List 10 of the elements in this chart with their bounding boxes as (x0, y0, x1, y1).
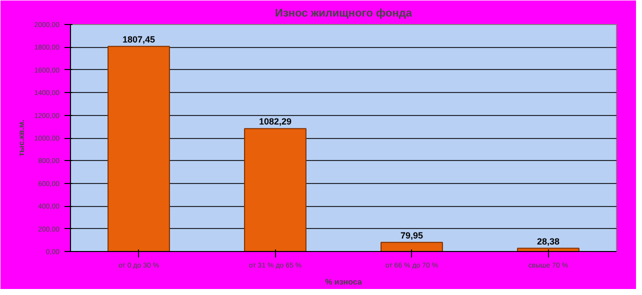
x-axis-title: % износа (325, 278, 362, 286)
bar (244, 128, 306, 252)
y-axis-title: тыс.кв.м. (17, 120, 26, 156)
bar (108, 46, 170, 252)
data-label: 79,95 (400, 230, 424, 240)
bar (380, 242, 443, 252)
data-label: 1807,45 (122, 34, 156, 44)
data-label: 28,38 (536, 236, 560, 246)
chart-title: Износ жилищного фонда (275, 8, 413, 20)
data-label: 1082,29 (258, 116, 292, 127)
